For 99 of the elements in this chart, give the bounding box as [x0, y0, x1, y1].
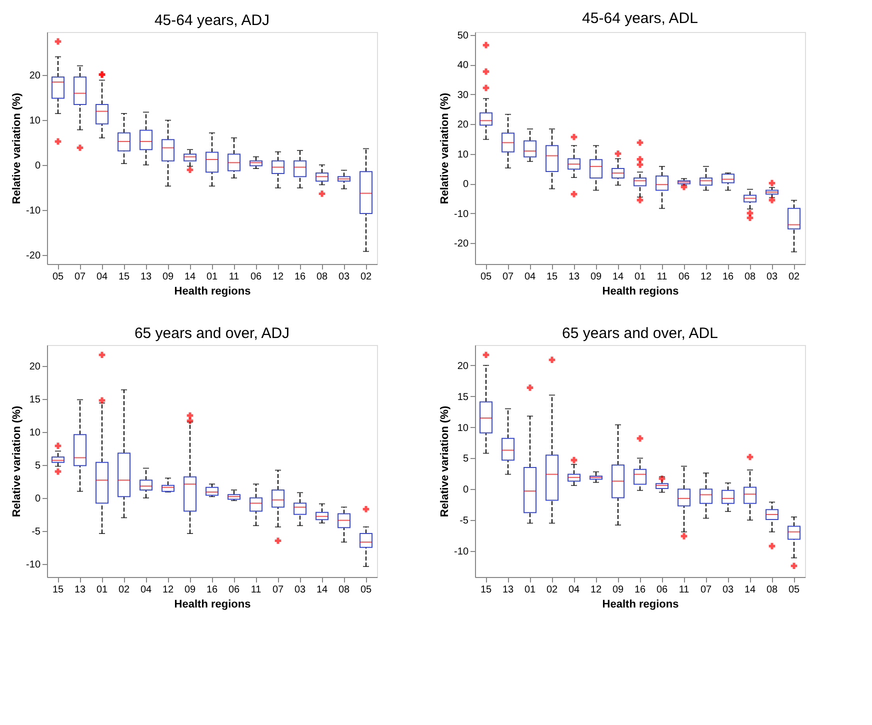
x-tick-label: 15 [118, 272, 130, 282]
x-tick-label: 08 [744, 272, 756, 282]
y-axis-title: Relative variation (%) [11, 406, 24, 518]
chart-title: 65 years and over, ADL [562, 325, 718, 342]
x-tick-label: 13 [568, 272, 580, 282]
x-tick-label: 07 [700, 584, 712, 596]
x-tick-label: 05 [360, 584, 372, 596]
x-tick-label: 02 [360, 272, 372, 282]
y-tick-label: -10 [454, 208, 469, 220]
x-tick-label: 13 [502, 584, 514, 596]
x-axis-title: Health regions [602, 286, 679, 298]
y-tick-label: 0 [462, 484, 469, 496]
x-tick-label: 11 [656, 272, 668, 282]
y-tick-label: 10 [29, 428, 41, 438]
x-tick-label: 06 [250, 272, 262, 282]
x-tick-label: 04 [140, 584, 152, 596]
y-tick-label: 5 [462, 454, 469, 465]
x-tick-label: 15 [52, 584, 64, 596]
chart-title: 45-64 years, ADJ [154, 12, 270, 29]
y-tick-label: -10 [454, 546, 469, 558]
x-tick-label: 16 [634, 584, 646, 596]
x-tick-label: 06 [656, 584, 668, 596]
y-axis-title: Relative variation (%) [439, 92, 452, 204]
x-tick-label: 12 [162, 584, 174, 596]
y-tick-label: 10 [457, 149, 469, 160]
x-tick-label: 16 [722, 272, 734, 282]
y-tick-label: -10 [26, 559, 41, 570]
x-tick-label: 01 [634, 272, 646, 282]
x-tick-label: 04 [524, 272, 536, 282]
x-tick-label: 14 [612, 272, 624, 282]
x-tick-label: 09 [162, 272, 174, 282]
y-tick-label: 20 [457, 360, 469, 372]
y-tick-label: 15 [29, 394, 41, 406]
y-axis-title: Relative variation (%) [11, 92, 24, 204]
y-tick-label: 0 [34, 160, 41, 172]
y-tick-label: 20 [29, 70, 41, 82]
x-tick-label: 02 [546, 584, 558, 596]
x-tick-label: 14 [744, 584, 756, 596]
x-tick-label: 04 [568, 584, 580, 596]
x-tick-label: 05 [480, 272, 492, 282]
y-tick-label: 5 [34, 460, 41, 472]
x-tick-label: 11 [678, 584, 690, 596]
x-tick-label: 16 [294, 272, 306, 282]
y-tick-label: 15 [457, 392, 469, 403]
x-tick-label: 13 [74, 584, 86, 596]
x-tick-label: 12 [272, 272, 284, 282]
y-axis-title: Relative variation (%) [439, 406, 452, 518]
x-tick-label: 03 [294, 584, 306, 596]
x-tick-label: 07 [272, 584, 284, 596]
x-axis-title: Health regions [174, 598, 251, 610]
x-tick-label: 06 [228, 584, 240, 596]
x-axis-title: Health regions [602, 598, 679, 610]
y-tick-label: 0 [34, 493, 41, 504]
x-tick-label: 05 [788, 584, 800, 596]
y-tick-label: -20 [26, 250, 41, 262]
x-tick-label: 08 [338, 584, 350, 596]
x-tick-label: 05 [52, 272, 64, 282]
x-tick-label: 12 [700, 272, 712, 282]
x-tick-label: 04 [96, 272, 108, 282]
x-tick-label: 08 [316, 272, 328, 282]
y-tick-label: -10 [26, 205, 41, 216]
y-tick-label: -5 [460, 516, 469, 527]
x-tick-label: 14 [184, 272, 196, 282]
y-tick-label: 10 [457, 422, 469, 434]
y-tick-label: 40 [457, 60, 469, 72]
x-tick-label: 01 [96, 584, 108, 596]
x-tick-label: 03 [338, 272, 350, 282]
x-tick-label: 03 [766, 272, 778, 282]
x-tick-label: 09 [590, 272, 602, 282]
y-tick-label: 0 [462, 179, 469, 190]
x-tick-label: 07 [74, 272, 86, 282]
x-tick-label: 02 [118, 584, 130, 596]
x-tick-label: 08 [766, 584, 778, 596]
y-tick-label: 50 [457, 30, 469, 42]
y-tick-label: -20 [454, 238, 469, 250]
chart-title: 45-64 years, ADL [582, 10, 698, 27]
x-tick-label: 12 [590, 584, 602, 596]
x-tick-label: 07 [502, 272, 514, 282]
x-tick-label: 03 [722, 584, 734, 596]
x-tick-label: 09 [612, 584, 624, 596]
chart-title: 65 years and over, ADJ [134, 325, 290, 342]
x-tick-label: 01 [206, 272, 218, 282]
x-tick-label: 15 [546, 272, 558, 282]
x-tick-label: 09 [184, 584, 196, 596]
x-tick-label: 11 [250, 584, 262, 596]
y-tick-label: 30 [457, 90, 469, 101]
y-tick-label: -5 [32, 526, 41, 538]
x-tick-label: 01 [524, 584, 536, 596]
y-tick-label: 20 [29, 362, 41, 373]
y-tick-label: 10 [29, 115, 41, 126]
x-tick-label: 06 [678, 272, 690, 282]
x-tick-label: 15 [480, 584, 492, 596]
x-tick-label: 13 [140, 272, 152, 282]
x-tick-label: 11 [228, 272, 240, 282]
x-tick-label: 16 [206, 584, 218, 596]
y-tick-label: 20 [457, 120, 469, 131]
x-axis-title: Health regions [174, 286, 251, 298]
x-tick-label: 14 [316, 584, 328, 596]
x-tick-label: 02 [788, 272, 800, 282]
